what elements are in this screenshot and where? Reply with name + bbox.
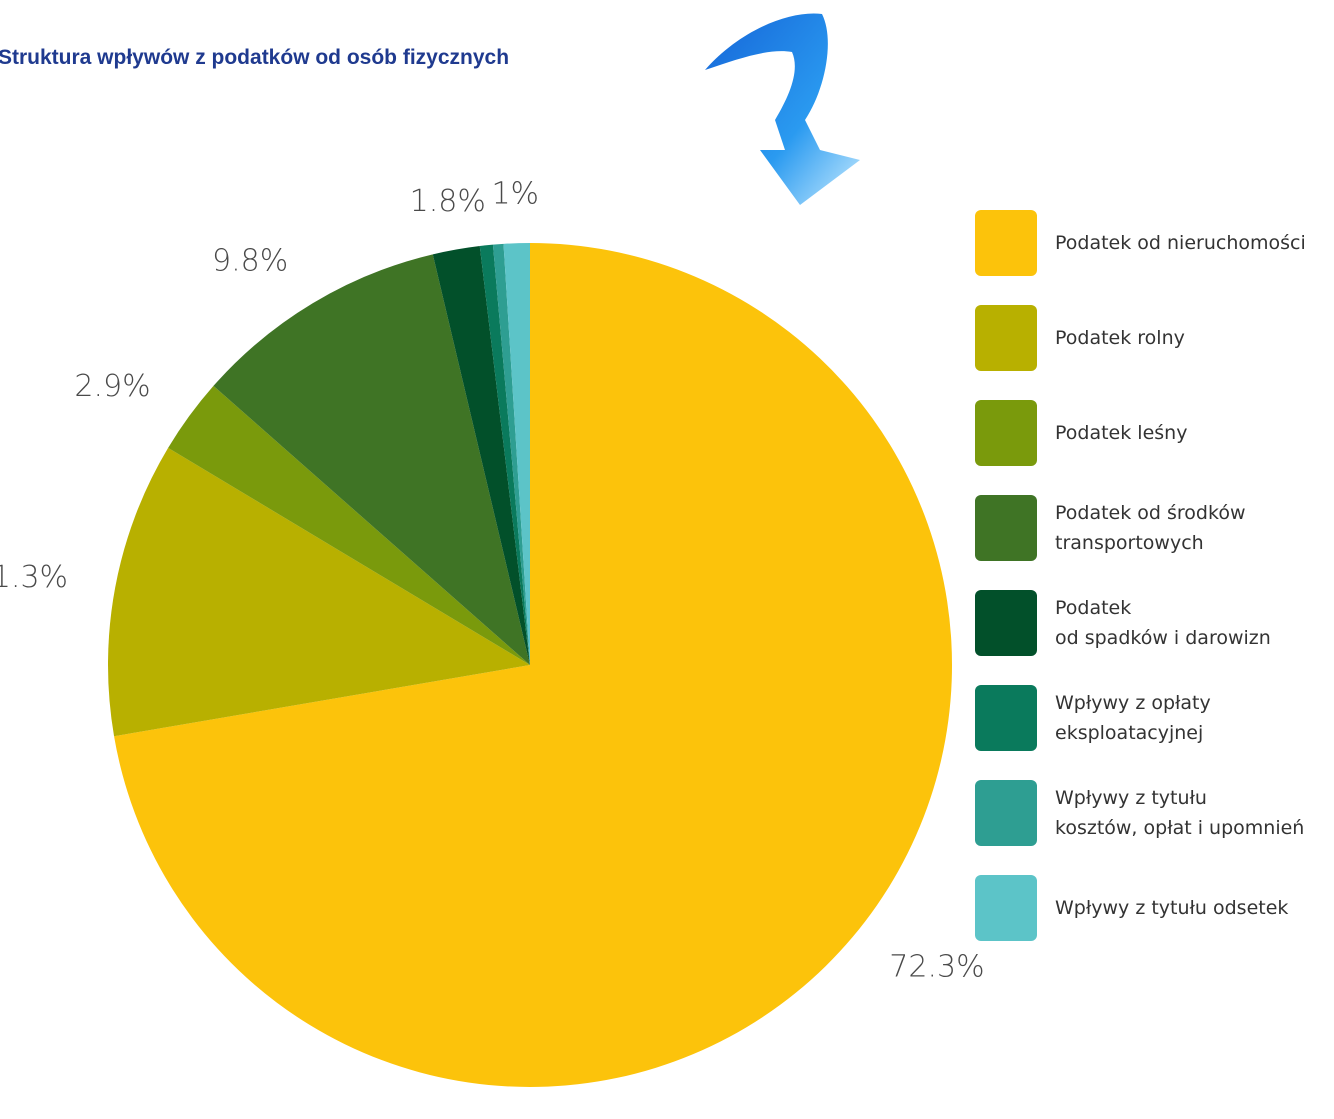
legend-item: Wpływy z opłaty eksploatacyjnej: [975, 685, 1334, 751]
legend-item: Podatek od środków transportowych: [975, 495, 1334, 561]
page: Struktura wpływów z podatków od osób fiz…: [0, 0, 1334, 1119]
legend-swatch: [975, 210, 1037, 276]
legend-swatch: [975, 305, 1037, 371]
legend-label: Podatek leśny: [1055, 418, 1187, 448]
legend-swatch: [975, 400, 1037, 466]
value-label: 11.3%: [0, 560, 68, 595]
value-label: 2.9%: [74, 369, 150, 404]
value-label: 1.8%: [410, 184, 486, 219]
legend-label: Podatek od środków transportowych: [1055, 498, 1245, 558]
legend-swatch: [975, 685, 1037, 751]
legend-item: Podatek od spadków i darowizn: [975, 590, 1334, 656]
legend-item: Podatek leśny: [975, 400, 1334, 466]
legend-label: Wpływy z opłaty eksploatacyjnej: [1055, 688, 1211, 748]
legend-item: Podatek rolny: [975, 305, 1334, 371]
arrow-icon: [705, 13, 860, 205]
legend-swatch: [975, 780, 1037, 846]
legend-label: Wpływy z tytułu kosztów, opłat i upomnie…: [1055, 783, 1304, 843]
legend-item: Wpływy z tytułu kosztów, opłat i upomnie…: [975, 780, 1334, 846]
legend-swatch: [975, 495, 1037, 561]
value-label: 1%: [491, 177, 539, 212]
legend-item: Wpływy z tytułu odsetek: [975, 875, 1334, 941]
legend-swatch: [975, 590, 1037, 656]
legend-label: Podatek od nieruchomości: [1055, 228, 1306, 258]
value-label: 9.8%: [212, 243, 288, 278]
value-label: 72.3%: [889, 949, 984, 984]
legend-label: Podatek rolny: [1055, 323, 1185, 353]
legend-label: Wpływy z tytułu odsetek: [1055, 893, 1288, 923]
legend-swatch: [975, 875, 1037, 941]
legend-item: Podatek od nieruchomości: [975, 210, 1334, 276]
legend-label: Podatek od spadków i darowizn: [1055, 593, 1271, 653]
